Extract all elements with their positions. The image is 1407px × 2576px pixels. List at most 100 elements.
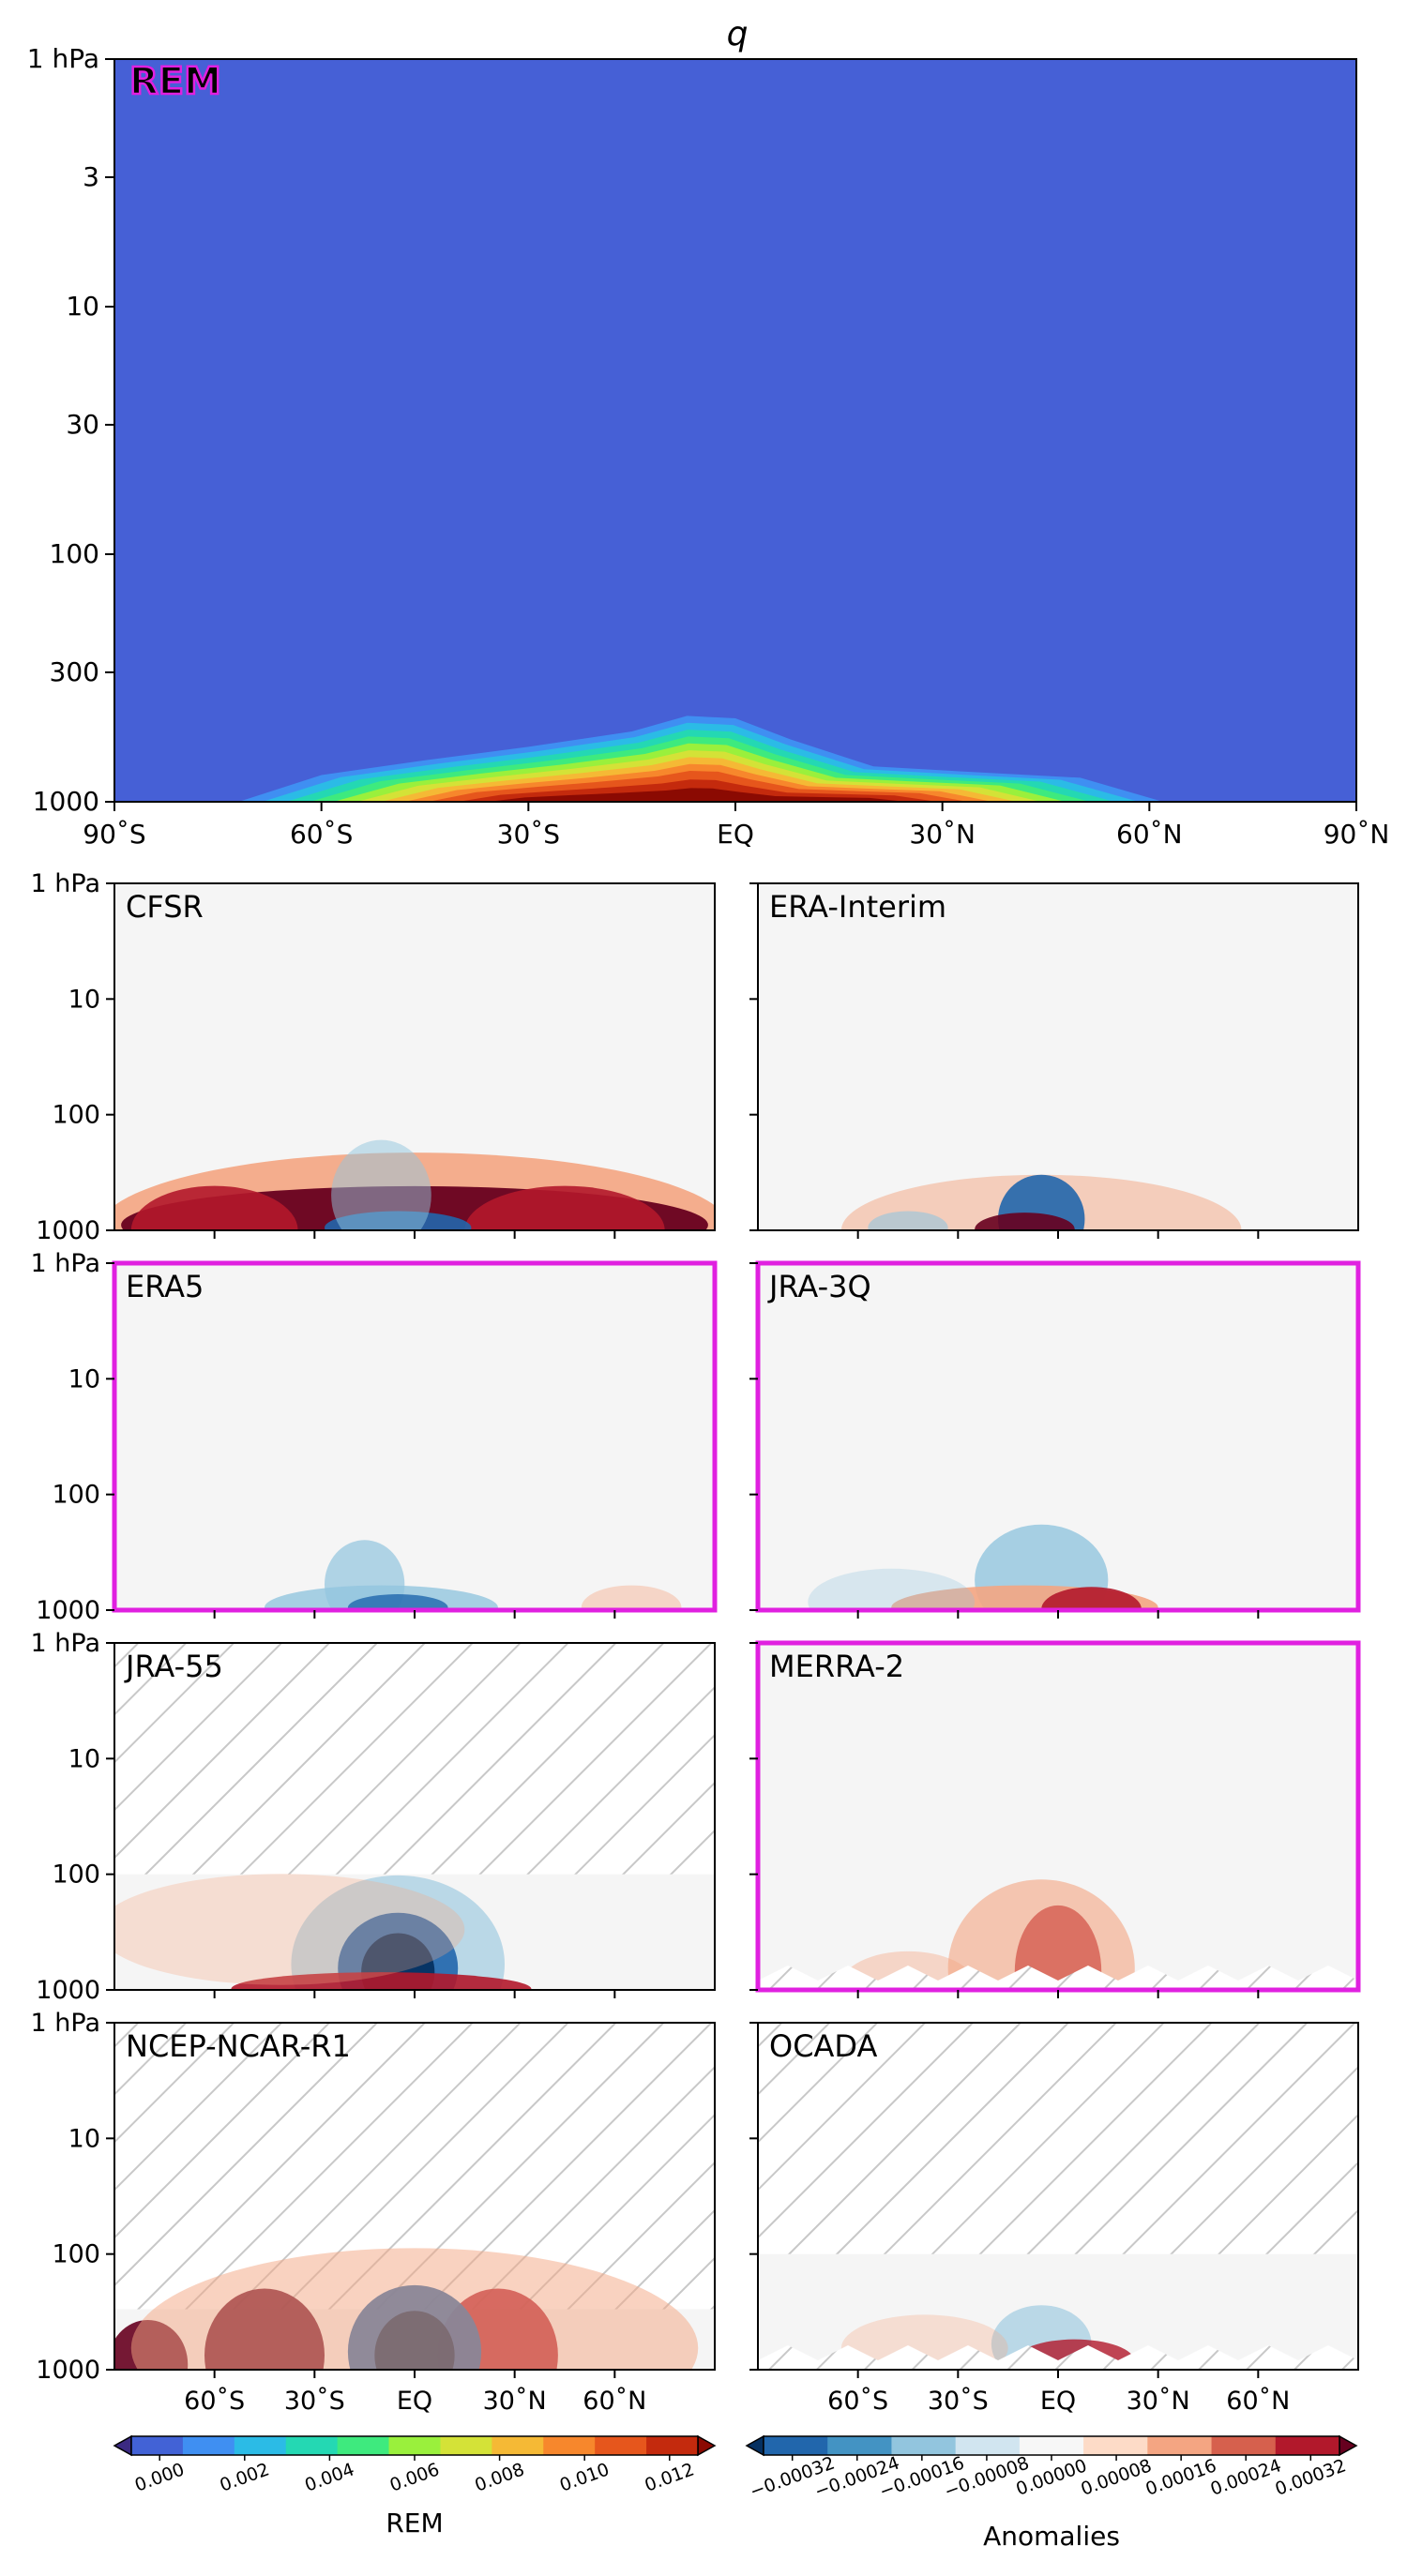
colorbar-segment xyxy=(337,2436,390,2455)
colorbar-segment xyxy=(1083,2436,1148,2455)
colorbar-segment xyxy=(440,2436,492,2455)
anomaly-blob xyxy=(975,1213,1075,1230)
colorbar-tick-label: 0.000 xyxy=(132,2459,188,2495)
rem-panel: REM 1 hPa 3 10 30 100 300 1000 90˚S 60˚S 30˚S EQ 3… xyxy=(27,43,1390,850)
colorbar-segment xyxy=(955,2436,1021,2455)
panel-label: ERA-Interim xyxy=(769,889,946,925)
x-tick-label: 60˚N xyxy=(1226,2387,1290,2416)
panel-field xyxy=(758,1263,1358,1610)
rem-contours xyxy=(238,716,1164,802)
x-tick-label: EQ xyxy=(1040,2387,1076,2416)
rem-x-tick-label: 30˚N xyxy=(909,819,976,850)
x-tick-label: 30˚N xyxy=(1127,2387,1190,2416)
anomaly-blob xyxy=(975,1524,1109,1610)
colorbar-segment xyxy=(492,2436,544,2455)
panel-cfsr: CFSR 1 hPa 10 100 1000 xyxy=(31,869,716,1245)
y-tick-label: 100 xyxy=(52,1481,100,1510)
panel-background xyxy=(114,1263,715,1610)
colorbar-tick-label: 0.00024 xyxy=(1208,2455,1284,2500)
panel-jra-3q: JRA-3Q xyxy=(749,1260,1361,1619)
colorbar-segment xyxy=(891,2436,957,2455)
colorbar-extend-min xyxy=(113,2434,132,2457)
y-tick-label: 1 hPa xyxy=(31,2009,101,2038)
panel-field xyxy=(114,1643,715,1990)
anomaly-blob xyxy=(114,1874,465,1985)
colorbar-extend-max xyxy=(697,2434,717,2457)
panel-ncep-ncar-r1: NCEP-NCAR-R1 1 hPa 10 100 1000 60˚S 30˚S EQ 30˚N… xyxy=(31,2009,716,2416)
colorbar-tick-label: 0.004 xyxy=(302,2459,357,2495)
panel-label: JRA-55 xyxy=(124,1649,223,1684)
x-tick-label: 30˚N xyxy=(483,2387,547,2416)
y-tick-label: 1000 xyxy=(36,1216,100,1245)
rem-x-tick-label: 60˚N xyxy=(1116,819,1183,850)
rem-y-tick-label: 1000 xyxy=(33,786,99,817)
panel-label: NCEP-NCAR-R1 xyxy=(126,2028,351,2064)
rem-x-tick-label: EQ xyxy=(717,819,754,850)
colorbar-segment xyxy=(646,2436,699,2455)
panel-field xyxy=(114,883,715,1230)
panel-field xyxy=(114,2023,715,2370)
panel-label: OCADA xyxy=(769,2028,878,2064)
panel-jra-55: JRA-55 1 hPa 10 100 1000 xyxy=(31,1629,716,2005)
y-tick-label: 100 xyxy=(52,2240,100,2269)
colorbar-segment xyxy=(234,2436,287,2455)
colorbar-segment xyxy=(1019,2436,1084,2455)
anomaly-blob xyxy=(868,1211,948,1230)
anomaly-blob xyxy=(347,1594,448,1610)
x-tick-label: 30˚S xyxy=(928,2387,989,2416)
y-tick-label: 10 xyxy=(68,2124,100,2153)
colorbar-tick-label: 0.002 xyxy=(217,2459,272,2495)
colorbar-label: REM xyxy=(386,2508,443,2538)
panel-label: MERRA-2 xyxy=(769,1649,904,1684)
colorbar-label: Anomalies xyxy=(983,2521,1120,2552)
rem-y-tick-label: 3 xyxy=(83,161,99,192)
panel-era-interim: ERA-Interim xyxy=(749,882,1359,1239)
colorbar-segment xyxy=(182,2436,235,2455)
colorbar-segment xyxy=(1275,2436,1340,2455)
colorbar-tick-label: 0.006 xyxy=(387,2459,443,2495)
colorbar-segment xyxy=(764,2436,828,2455)
rem-y-axis: 1 hPa 3 10 30 100 300 1000 xyxy=(27,43,114,817)
colorbar-segment xyxy=(285,2436,339,2455)
x-tick-label: 60˚N xyxy=(582,2387,646,2416)
rem-y-tick-label: 100 xyxy=(50,538,99,569)
anomaly-blob xyxy=(331,1139,431,1230)
y-tick-label: 10 xyxy=(68,1744,100,1773)
small-panels: CFSR 1 hPa 10 100 1000 ERA-Interim ERA5 1 hPa 10… xyxy=(31,869,1361,2416)
anomaly-blob xyxy=(1041,1587,1142,1610)
colorbar-segment xyxy=(595,2436,647,2455)
rem-label: REM xyxy=(129,60,221,103)
rem-x-axis: 90˚S 60˚S 30˚S EQ 30˚N 60˚N 90˚N xyxy=(83,802,1389,850)
colorbar-segment xyxy=(1211,2436,1277,2455)
rem-y-tick-label: 30 xyxy=(66,409,99,440)
rem-x-tick-label: 90˚S xyxy=(83,819,145,850)
rem-y-tick-label: 1 hPa xyxy=(27,43,99,74)
y-tick-label: 1000 xyxy=(36,1596,100,1625)
anomaly-blob xyxy=(581,1585,682,1610)
panel-field xyxy=(758,1643,1358,1990)
anomaly-blob xyxy=(808,1568,976,1610)
anomaly-blob xyxy=(231,1972,532,1990)
figure-title: q xyxy=(727,15,749,53)
rem-y-tick-label: 300 xyxy=(50,656,99,687)
rem-contour-band xyxy=(487,788,907,802)
panel-field xyxy=(758,883,1358,1230)
y-tick-label: 1 hPa xyxy=(31,869,101,898)
colorbar-tick-label: 0.00008 xyxy=(1078,2455,1154,2500)
anomaly-blob xyxy=(130,1185,298,1230)
y-tick-label: 1000 xyxy=(36,2356,100,2385)
rem-x-tick-label: 60˚S xyxy=(290,819,353,850)
rem-x-tick-label: 30˚S xyxy=(497,819,560,850)
x-tick-label: EQ xyxy=(397,2387,432,2416)
colorbar-segment xyxy=(1147,2436,1213,2455)
panel-label: JRA-3Q xyxy=(767,1269,871,1304)
colorbar-extend-min xyxy=(745,2434,764,2457)
surface-hatch xyxy=(758,1966,1358,1990)
y-tick-label: 100 xyxy=(52,1101,100,1130)
hatch-region xyxy=(114,1643,715,1875)
colorbar-segment xyxy=(388,2436,441,2455)
rem-y-tick-label: 10 xyxy=(66,291,99,322)
panel-field xyxy=(114,1263,715,1610)
colorbar-tick-label: 0.00016 xyxy=(1142,2455,1218,2500)
colorbar-segment xyxy=(543,2436,596,2455)
